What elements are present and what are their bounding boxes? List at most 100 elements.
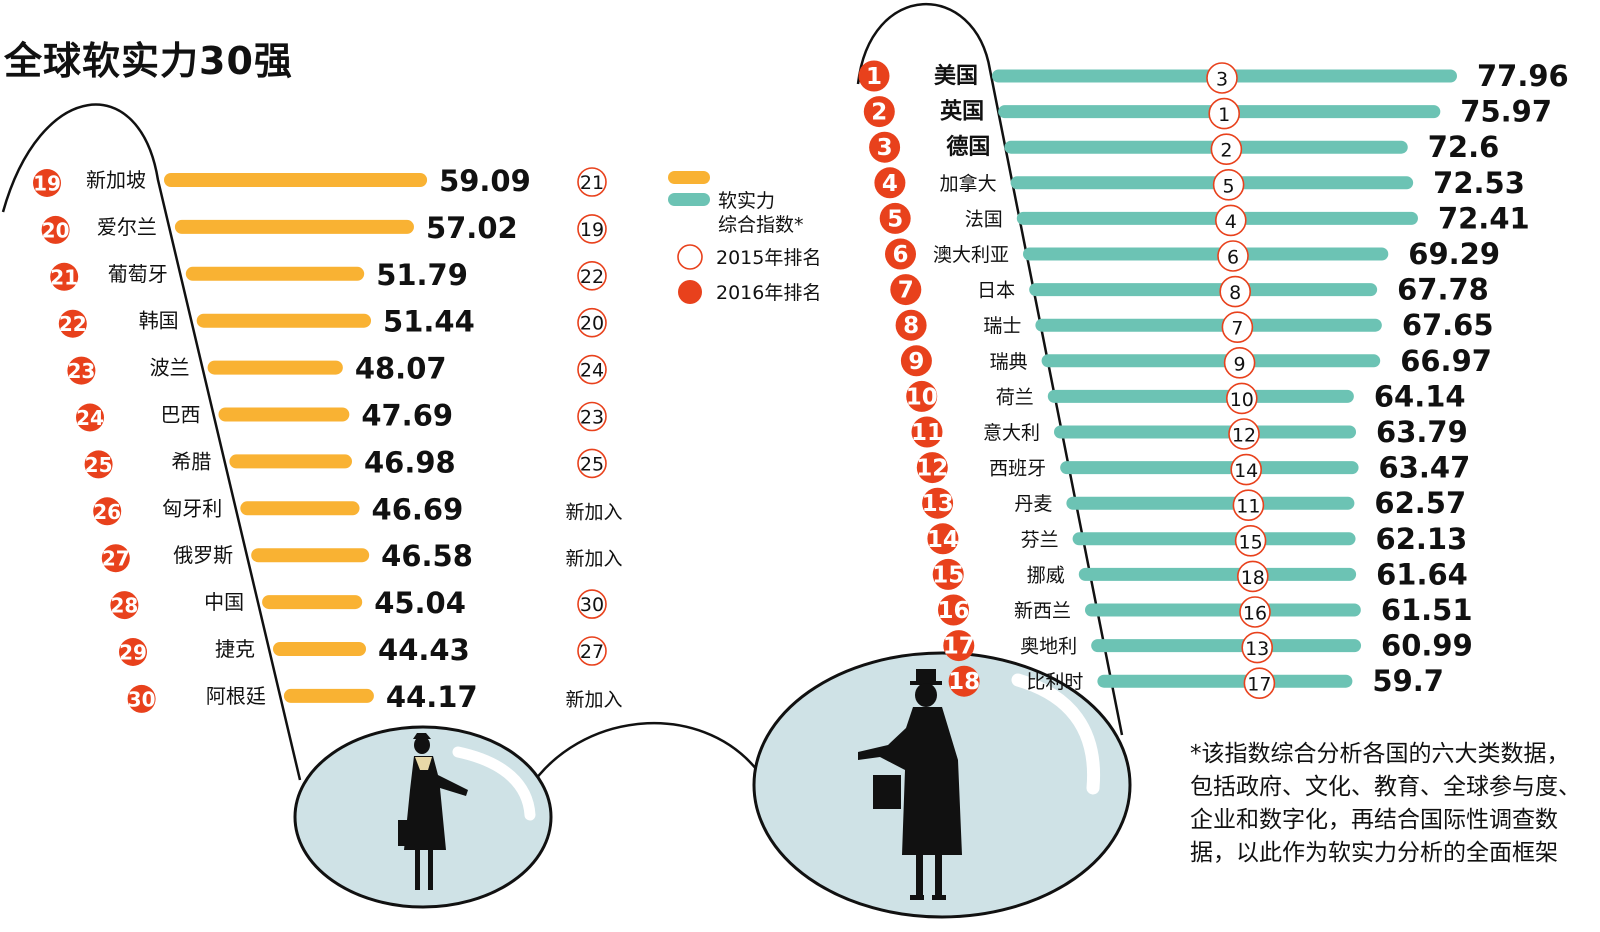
country-label-l8: 俄罗斯: [173, 543, 233, 567]
country-label-r11: 西班牙: [989, 458, 1046, 480]
country-label-r2: 德国: [946, 134, 990, 160]
country-label-r4: 法国: [965, 208, 1003, 230]
bar-l11: [283, 688, 374, 703]
rank2016-badge-l3: [58, 309, 87, 338]
country-label-r17: 比利时: [1026, 671, 1083, 693]
value-label-r16: 60.99: [1381, 629, 1473, 663]
bar-r15: [1085, 603, 1361, 617]
rank2016-label-l6: 25: [85, 453, 113, 477]
rank2016-label-r15: 16: [937, 598, 969, 624]
rank2016-badge-r3: [874, 167, 906, 199]
value-label-l1: 57.02: [426, 211, 518, 245]
rank2015-label-l2: 22: [580, 266, 604, 288]
rank2015-circle-r10: [1228, 418, 1260, 450]
rank2016-label-l0: 19: [33, 172, 61, 196]
rank2015-label-r13: 15: [1239, 531, 1263, 553]
rank2015-circle-r6: [1219, 275, 1251, 308]
value-label-r11: 63.47: [1379, 451, 1471, 485]
rank2016-label-l3: 22: [59, 312, 87, 336]
legend-rank2015-label: 2015年排名: [716, 247, 821, 269]
value-label-l10: 44.43: [378, 633, 470, 667]
value-label-l4: 48.07: [355, 352, 447, 386]
bar-l7: [240, 501, 360, 516]
rank2016-label-r9: 10: [906, 384, 938, 410]
rank2015-label-r7: 7: [1231, 318, 1243, 340]
value-label-l8: 46.58: [381, 539, 473, 573]
rank2016-label-r13: 14: [927, 527, 959, 553]
country-label-l1: 爱尔兰: [97, 215, 157, 239]
page-title: 全球软实力30强: [4, 39, 293, 83]
country-label-r8: 瑞典: [990, 351, 1028, 373]
rank2015-label-r3: 5: [1223, 175, 1235, 197]
rank2016-badge-r14: [932, 558, 964, 590]
bar-l6: [229, 454, 352, 469]
bar-r6: [1029, 283, 1378, 297]
bar-r9: [1047, 389, 1354, 403]
rank2015-circle-r7: [1221, 311, 1254, 344]
legend: 软实力 综合指数* 2015年排名 2016年排名: [668, 171, 821, 304]
rank2016-badge-r12: [922, 487, 954, 519]
rank2016-badge-r2: [869, 131, 901, 163]
rank2016-badge-l10: [119, 638, 147, 666]
value-label-l3: 51.44: [383, 305, 475, 339]
woman-figure: [398, 733, 468, 890]
rank2016-badge-l4: [67, 356, 96, 385]
rank2016-badge-r4: [879, 202, 911, 234]
value-label-r13: 62.13: [1376, 522, 1468, 556]
rank2015-label-r14: 18: [1241, 567, 1265, 589]
rank2015-circle-r9: [1226, 382, 1258, 415]
legend-index-label-2: 综合指数*: [718, 214, 804, 236]
bar-l9: [262, 595, 363, 610]
legend-index-label-1: 软实力: [718, 190, 775, 212]
rank2015-label-r4: 4: [1225, 211, 1237, 233]
bar-r13: [1072, 532, 1356, 546]
rank2016-badge-l1: [41, 215, 70, 244]
value-label-l9: 45.04: [374, 586, 466, 620]
rank2016-label-r4: 5: [887, 206, 903, 232]
country-label-r7: 瑞士: [983, 315, 1021, 337]
rank2016-label-r14: 15: [932, 562, 964, 588]
rank2015-label-l10: 27: [580, 641, 604, 663]
rank2016-badge-l6: [84, 450, 113, 479]
chart-rows: 1 美国 3 77.96 2 英国 1 75.97 3 德国 2 72.6 4 加拿大 5 72.53 5 法国 4…: [33, 59, 1569, 714]
country-label-l9: 中国: [204, 590, 244, 614]
bar-r7: [1035, 318, 1382, 332]
rank2016-badge-l2: [50, 262, 79, 291]
rank2015-circle-r3: [1212, 169, 1245, 201]
rank2016-badge-r0: [858, 60, 890, 92]
bar-l1: [174, 219, 414, 234]
country-label-l11: 阿根廷: [206, 684, 266, 708]
rank2016-label-l1: 20: [42, 218, 70, 242]
rank2015-label-r17: 17: [1247, 674, 1271, 696]
bar-l5: [218, 407, 350, 422]
country-label-r5: 澳大利亚: [933, 244, 1009, 266]
rank2016-label-r3: 4: [882, 171, 898, 197]
rank2015-label-l1: 19: [580, 219, 604, 241]
rank2015-circle-r4: [1215, 204, 1247, 237]
rank2015-label-l9: 30: [580, 594, 604, 616]
rank2016-label-r5: 6: [892, 242, 908, 268]
rank2016-label-r2: 3: [877, 135, 893, 161]
rank2016-label-l7: 26: [93, 500, 121, 524]
country-label-r1: 英国: [940, 100, 984, 125]
value-label-l7: 46.69: [372, 492, 464, 526]
rank2015-circle-l4: [577, 354, 607, 385]
rank2015-label-l6: 25: [580, 453, 604, 475]
rank2015-circle-r1: [1208, 97, 1240, 130]
rank2016-badge-l11: [127, 684, 156, 713]
bar-l10: [273, 642, 367, 656]
rank2015-label-r10: 12: [1232, 425, 1256, 447]
rank2016-label-r0: 1: [866, 64, 882, 90]
rank2015-circle-r5: [1217, 240, 1249, 272]
bar-l4: [207, 360, 343, 375]
rank2016-label-l9: 28: [110, 594, 138, 618]
man-figure: [858, 669, 962, 900]
value-label-l2: 51.79: [376, 258, 468, 292]
rank2015-circle-l0: [577, 167, 607, 197]
rank2016-label-l8: 27: [102, 547, 130, 571]
value-label-r7: 67.65: [1402, 308, 1494, 342]
country-label-r13: 芬兰: [1021, 529, 1059, 551]
bar-r11: [1060, 461, 1359, 475]
rank2016-label-r11: 12: [916, 456, 948, 482]
rank2016-badge-r10: [911, 416, 943, 448]
